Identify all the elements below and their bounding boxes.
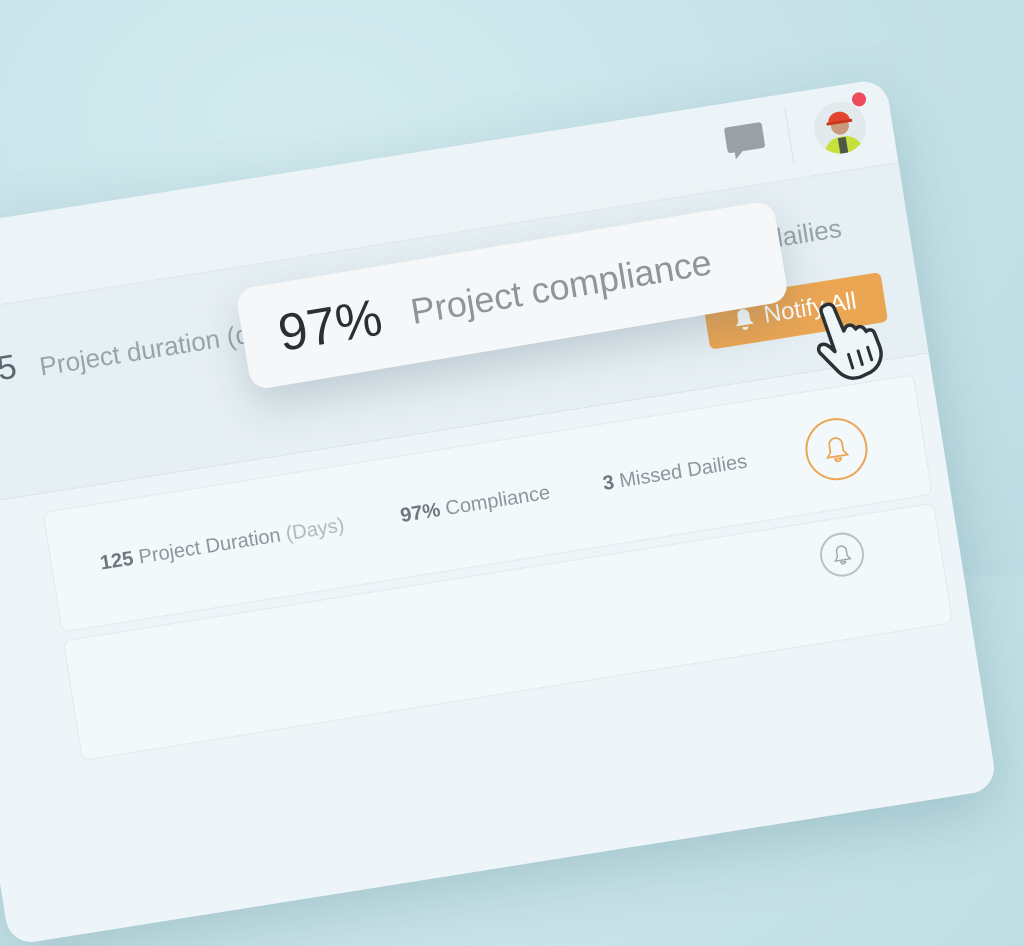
avatar[interactable] (810, 97, 870, 158)
notify-row-button[interactable] (800, 413, 872, 485)
notify-all-button[interactable]: Notify All (702, 272, 889, 350)
list-item[interactable] (62, 502, 954, 762)
header (0, 78, 899, 320)
duration-unit: (Days) (284, 514, 346, 546)
bell-icon (736, 309, 755, 330)
compliance-label: Compliance (443, 481, 552, 520)
missed-value: 3 (601, 471, 616, 495)
compliance-label: Project compliance (407, 241, 715, 332)
bell-icon (834, 545, 852, 565)
compliance-stat: 97% Compliance (399, 482, 552, 528)
project-list: 125 Project Duration (Days) 97% Complian… (0, 353, 998, 946)
hand-cursor-icon (816, 302, 883, 380)
duration-value: 125 (98, 547, 136, 575)
bell-icon (826, 437, 850, 463)
compliance-value: 97% (398, 499, 442, 528)
summary-bar: 125 Project duration (days) Missed daili… (0, 162, 929, 510)
duration-value: 125 (0, 347, 20, 395)
missed-label: Missed Dailies (617, 450, 749, 493)
compliance-value: 97% (274, 288, 387, 363)
list-item[interactable]: 125 Project Duration (Days) 97% Complian… (42, 374, 933, 633)
duration-label: Project Duration (137, 524, 283, 569)
missed-stat: 3 Missed Dailies (601, 450, 748, 495)
header-divider (784, 107, 795, 166)
app-window: 125 Project duration (days) Missed daili… (0, 78, 998, 946)
chat-bubble-icon[interactable] (723, 120, 768, 162)
duration-stat: 125 Project Duration (Days) (99, 514, 346, 575)
notify-row-button[interactable] (816, 529, 868, 580)
